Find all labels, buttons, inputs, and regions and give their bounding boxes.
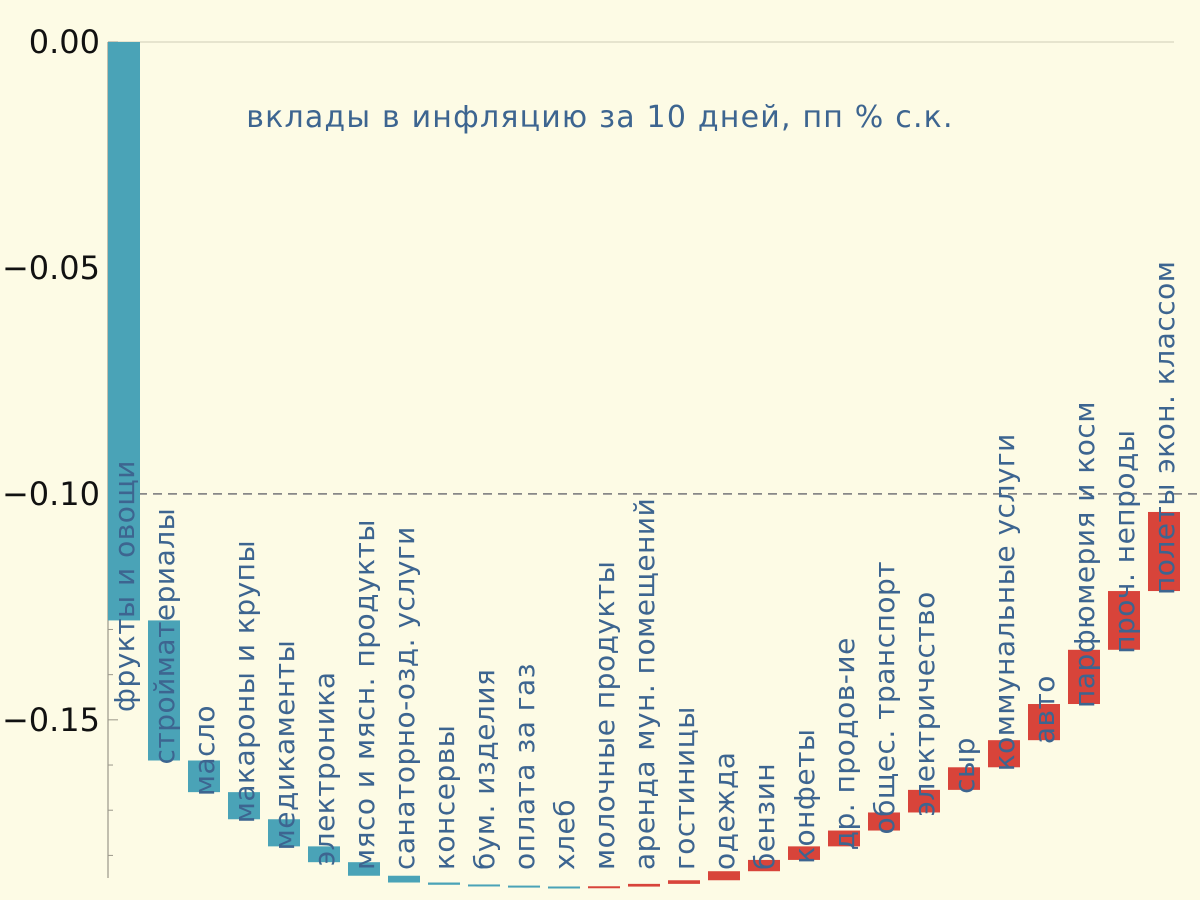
category-label: бум. изделия bbox=[468, 669, 501, 870]
category-label: одежда bbox=[708, 752, 741, 870]
waterfall-bar bbox=[1068, 649, 1100, 705]
y-tick-label: −0.15 bbox=[2, 701, 100, 739]
waterfall-bar bbox=[228, 792, 260, 820]
category-label: мясо и мясн. продукты bbox=[348, 519, 381, 870]
y-tick-label: 0.00 bbox=[29, 23, 100, 61]
waterfall-bar bbox=[268, 819, 300, 847]
waterfall-bar bbox=[348, 862, 380, 876]
waterfall-bar bbox=[388, 875, 420, 883]
category-label: сыр bbox=[948, 737, 981, 794]
category-label: электричество bbox=[908, 591, 941, 816]
category-label: электроника bbox=[308, 671, 341, 866]
waterfall-bar bbox=[1108, 591, 1140, 650]
category-label: авто bbox=[1028, 675, 1061, 744]
y-tick-label: −0.10 bbox=[2, 475, 100, 513]
category-label: др. продов-ие bbox=[828, 637, 861, 850]
category-label: медикаменты bbox=[268, 640, 301, 851]
waterfall-bar bbox=[428, 882, 460, 885]
waterfall-bar bbox=[1028, 704, 1060, 741]
category-label: фрукты и овощи bbox=[108, 460, 141, 712]
category-label: парфюмерия и косм bbox=[1068, 401, 1101, 708]
category-label: консервы bbox=[428, 725, 461, 870]
category-label: хлеб bbox=[548, 799, 581, 870]
y-tick-label: −0.05 bbox=[2, 249, 100, 287]
waterfall-bar bbox=[1148, 511, 1180, 592]
waterfall-bar bbox=[828, 830, 860, 847]
waterfall-bar bbox=[468, 884, 500, 887]
category-label: бензин bbox=[748, 763, 781, 870]
category-label: проч. непроды bbox=[1108, 430, 1141, 654]
waterfall-bar bbox=[628, 883, 660, 887]
category-label: масло bbox=[188, 705, 221, 796]
waterfall-bar bbox=[868, 812, 900, 831]
category-label: санаторно-озд. услуги bbox=[388, 526, 421, 870]
waterfall-bar bbox=[308, 846, 340, 863]
waterfall-bar bbox=[668, 880, 700, 884]
waterfall-bar bbox=[548, 886, 580, 889]
category-label: макароны и крупы bbox=[228, 540, 261, 823]
waterfall-bar bbox=[708, 871, 740, 881]
category-label: конфеты bbox=[788, 728, 821, 863]
category-label: стройматериалы bbox=[148, 508, 181, 765]
bars-group bbox=[108, 42, 1180, 889]
waterfall-bar bbox=[748, 859, 780, 872]
category-label: аренда мун. помещений bbox=[628, 498, 661, 870]
waterfall-bar bbox=[908, 789, 940, 813]
y-axis-ticks: 0.00 −0.05 −0.10 −0.15 bbox=[2, 23, 118, 856]
chart-title: вклады в инфляцию за 10 дней, пп % с.к. bbox=[246, 100, 954, 135]
category-label: коммунальные услуги bbox=[988, 433, 1021, 771]
waterfall-bar bbox=[588, 886, 620, 889]
category-label: молочные продукты bbox=[588, 561, 621, 870]
category-label: оплата за газ bbox=[508, 663, 541, 870]
waterfall-bar bbox=[188, 760, 220, 793]
waterfall-bar bbox=[108, 42, 140, 621]
category-label: гостиницы bbox=[668, 706, 701, 870]
category-label: общес. транспорт bbox=[868, 561, 901, 835]
waterfall-bar bbox=[148, 620, 180, 761]
waterfall-bar bbox=[508, 885, 540, 888]
waterfall-bar bbox=[988, 740, 1020, 768]
waterfall-bar bbox=[948, 767, 980, 790]
category-label: полеты экон. классом bbox=[1148, 261, 1181, 595]
waterfall-bar bbox=[788, 846, 820, 860]
category-labels-group: фрукты и овощи стройматериалы масло макарон… bbox=[108, 261, 1181, 870]
